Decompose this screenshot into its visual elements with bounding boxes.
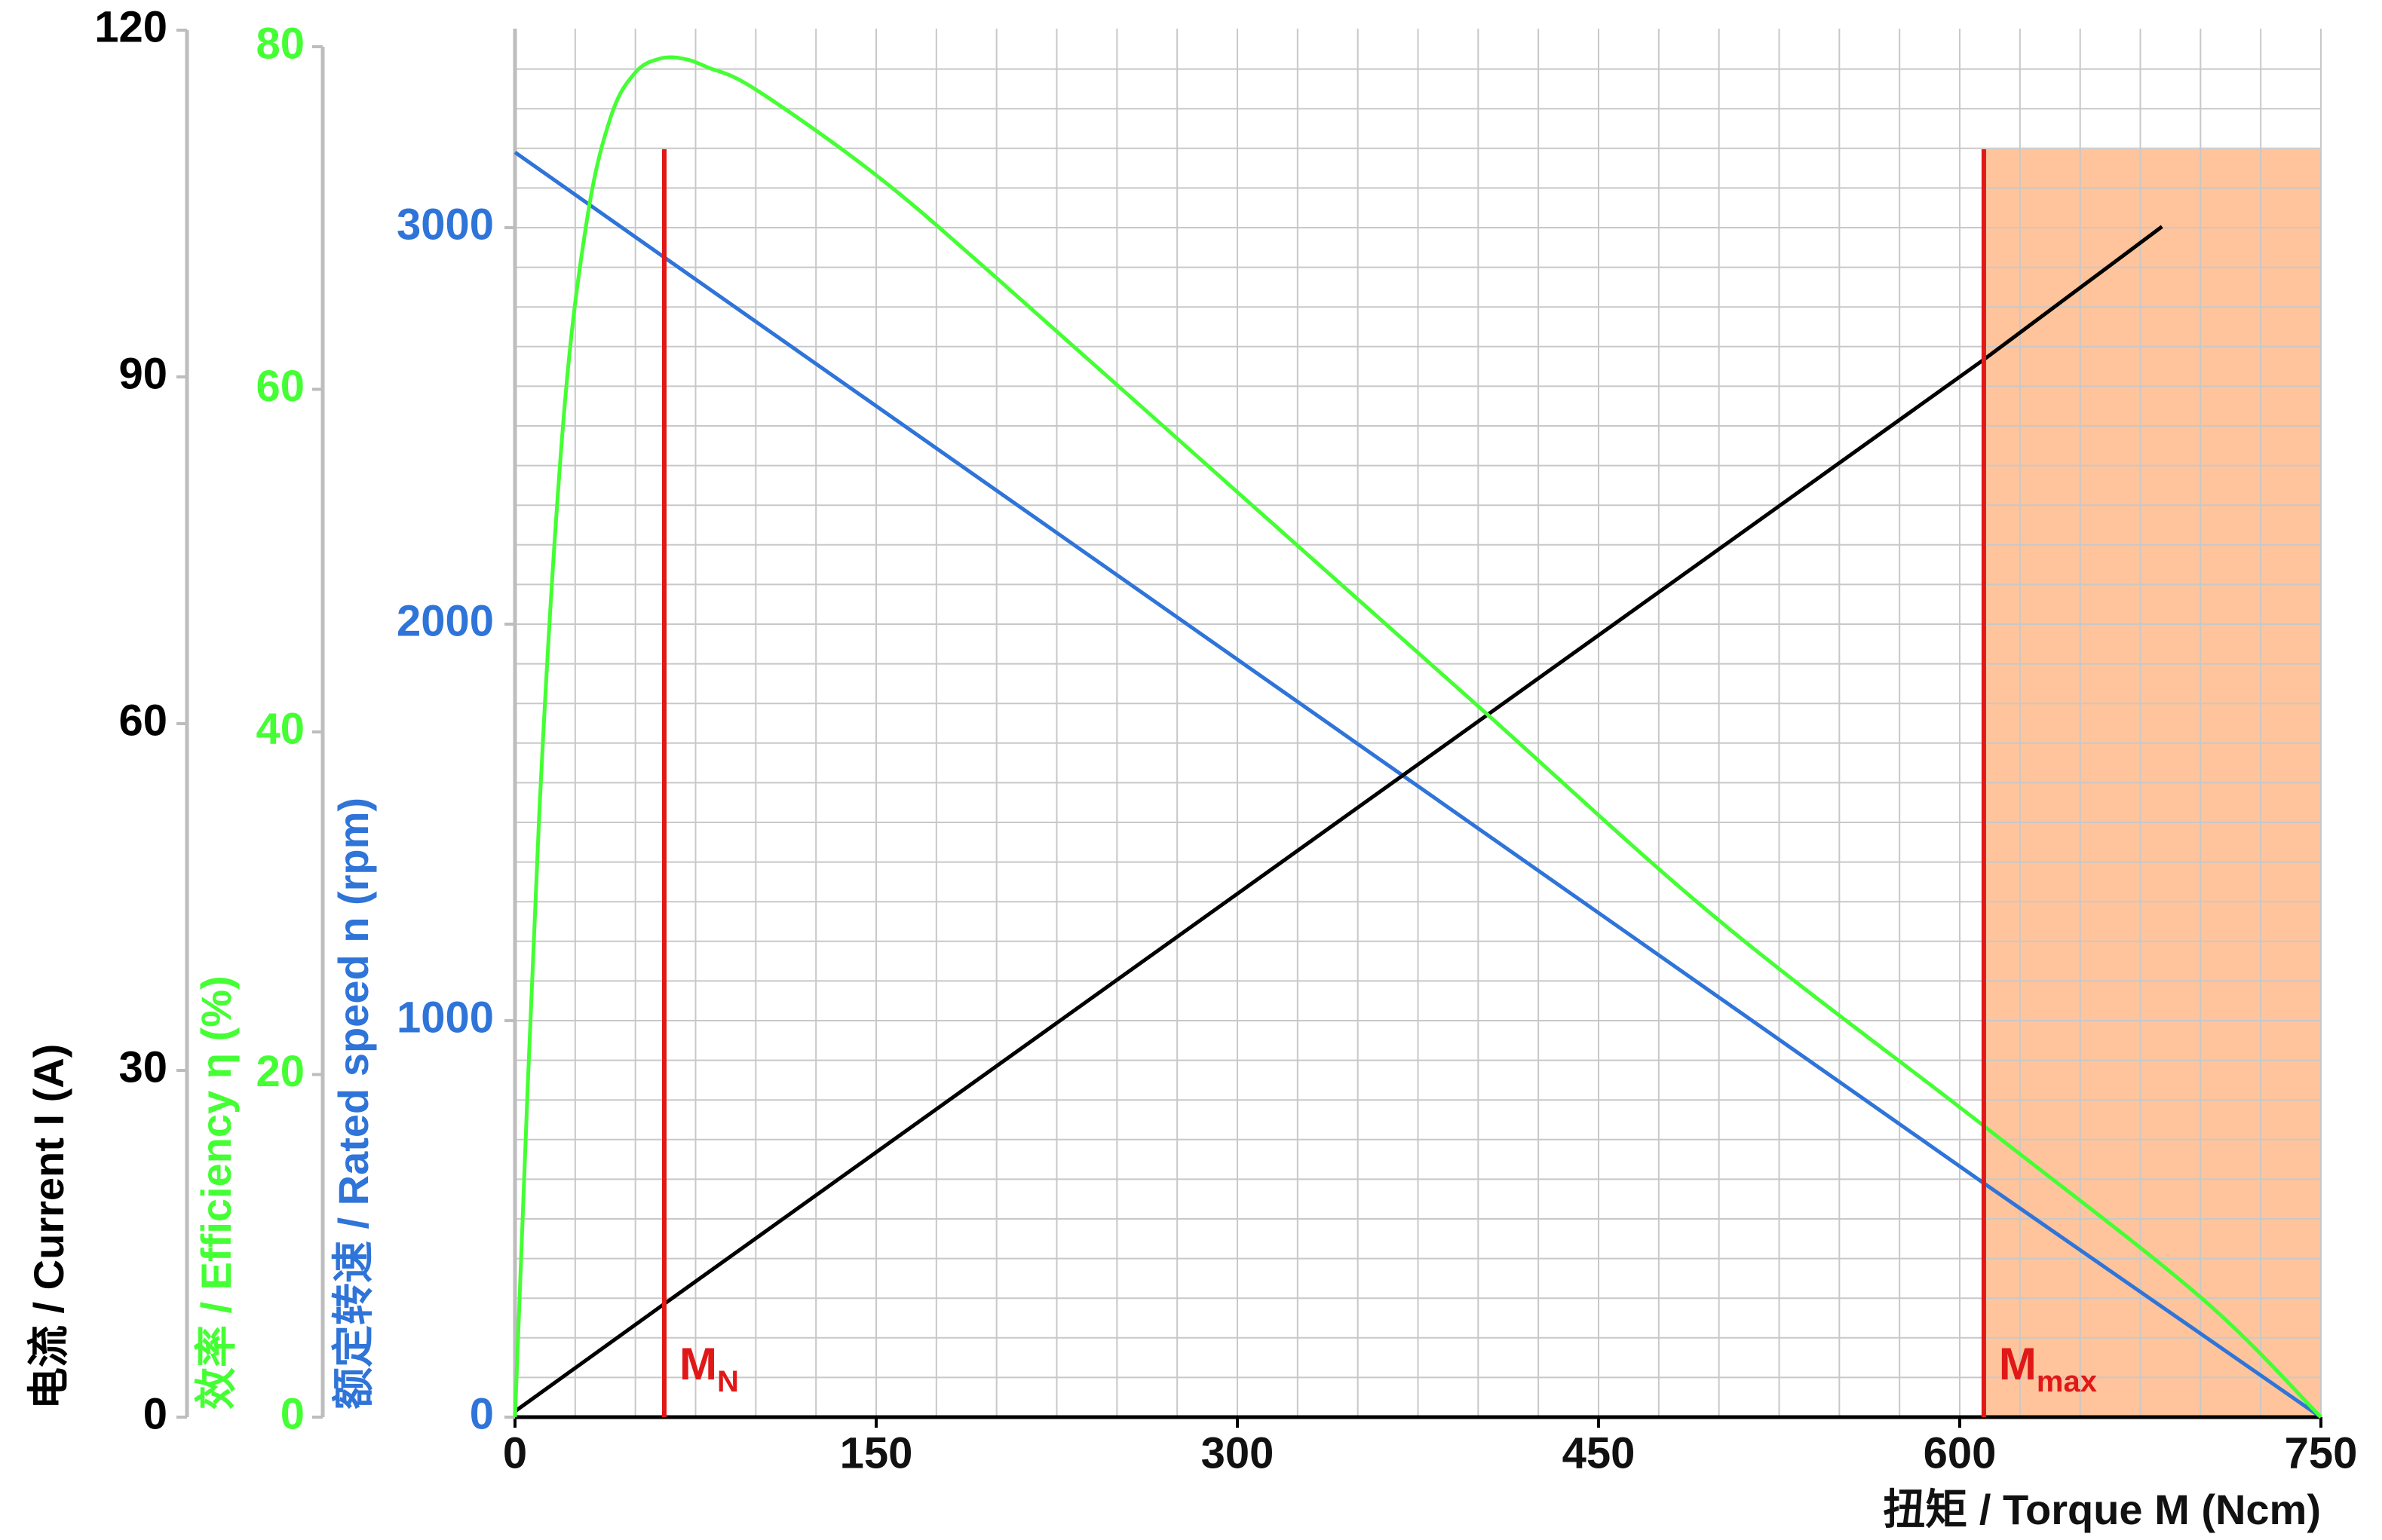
current-tick-label: 0	[143, 1389, 167, 1438]
efficiency-tick-label: 20	[256, 1047, 305, 1096]
efficiency-tick-label: 60	[256, 362, 305, 411]
speed-tick-label: 2000	[397, 596, 494, 645]
efficiency-tick-label: 0	[281, 1389, 305, 1438]
speed-tick-label: 0	[470, 1389, 494, 1438]
x-tick-label: 750	[2285, 1428, 2358, 1477]
efficiency-tick-label: 80	[256, 19, 305, 68]
speed-tick-label: 1000	[397, 993, 494, 1042]
speed-tick-label: 3000	[397, 200, 494, 249]
speed-axis-title: 额定转速 / Rated speed n (rpm)	[330, 798, 377, 1410]
series-lines	[513, 55, 2322, 1419]
current-tick-label: 60	[118, 696, 167, 745]
marker-label-N: MN	[679, 1339, 739, 1398]
marker-label-subscript: max	[2037, 1365, 2097, 1398]
x-tick-label: 0	[503, 1428, 527, 1477]
current-tick-label: 120	[94, 2, 167, 51]
x-axis-title: 扭矩 / Torque M (Ncm)	[1883, 1486, 2321, 1533]
efficiency-tick-label: 40	[256, 704, 305, 753]
axes	[176, 29, 2322, 1428]
current-tick-label: 30	[118, 1042, 167, 1091]
efficiency-series-line	[513, 55, 2322, 1419]
x-tick-label: 450	[1562, 1428, 1636, 1477]
torque-markers: MN Mmax	[661, 149, 2097, 1417]
x-tick-label: 150	[840, 1428, 913, 1477]
marker-label-subscript: N	[717, 1365, 739, 1398]
tick-labels: 0 150 300 450 600 750 0 30 60 90 120 0 20 40 60 80 0 1000…	[25, 2, 2357, 1477]
efficiency-axis-title: 效率 / Efficiency η (%)	[192, 975, 240, 1410]
x-tick-label: 300	[1201, 1428, 1274, 1477]
current-series-line	[513, 225, 2163, 1413]
current-axis-title: 电流 / Current I (A)	[25, 1044, 72, 1410]
current-tick-label: 90	[118, 349, 167, 398]
grid	[514, 29, 2322, 1418]
x-tick-label: 600	[1924, 1428, 1997, 1477]
